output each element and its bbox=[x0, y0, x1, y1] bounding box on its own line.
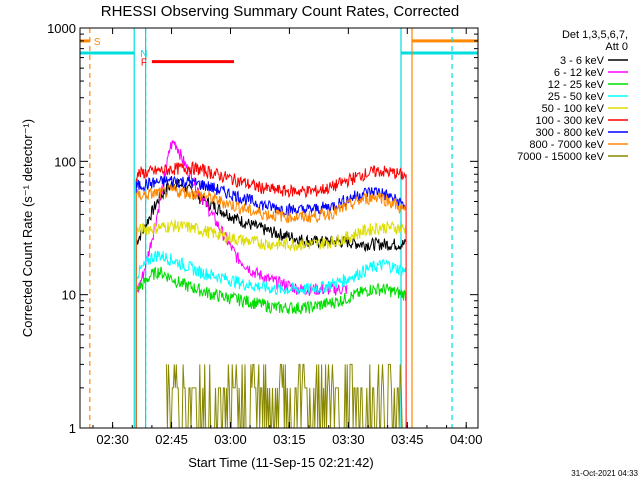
series-800-7000-kev bbox=[135, 184, 407, 428]
legend-label: 7000 - 15000 keV bbox=[517, 151, 605, 163]
series-line bbox=[135, 184, 407, 428]
legend-label: 800 - 7000 keV bbox=[529, 139, 604, 151]
series-line bbox=[135, 160, 407, 428]
x-tick-label: 03:00 bbox=[214, 432, 247, 447]
series-50-100-kev bbox=[135, 219, 407, 428]
footer-timestamp: 31-Oct-2021 04:33 bbox=[571, 469, 638, 478]
y-axis: 1 10 100 1000 bbox=[47, 21, 478, 436]
chart-title: RHESSI Observing Summary Count Rates, Co… bbox=[101, 3, 459, 20]
x-tick-label: 02:45 bbox=[155, 432, 188, 447]
series-300-800-kev bbox=[135, 175, 407, 428]
y-tick-label: 1 bbox=[69, 421, 76, 436]
series-7000-15000-kev bbox=[165, 363, 403, 429]
night-flag-label: N bbox=[140, 49, 147, 60]
y-tick-label: 100 bbox=[54, 154, 76, 169]
legend-label: 300 - 800 keV bbox=[536, 127, 605, 139]
series-line bbox=[135, 179, 407, 428]
plot-frame bbox=[79, 27, 479, 429]
series-12-25-kev bbox=[135, 266, 407, 428]
x-tick-label: 03:30 bbox=[332, 432, 365, 447]
x-tick-label: 02:30 bbox=[96, 432, 129, 447]
series-line bbox=[165, 363, 403, 429]
plot-area: S NF bbox=[80, 28, 478, 429]
series-line bbox=[135, 250, 407, 428]
y-axis-label: Corrected Count Rate (s⁻¹ detector⁻¹) bbox=[20, 119, 35, 337]
legend-label: 50 - 100 keV bbox=[542, 103, 605, 115]
series-line bbox=[135, 266, 407, 428]
legend-header: Det 1,3,5,6,7, bbox=[562, 29, 628, 41]
series-line bbox=[135, 219, 407, 428]
series-100-300-kev bbox=[135, 160, 407, 428]
saa-flag-label: S bbox=[94, 37, 101, 48]
series-3-6-kev bbox=[135, 179, 407, 428]
legend-label: 3 - 6 keV bbox=[560, 55, 605, 67]
y-tick-label: 10 bbox=[62, 288, 76, 303]
series-line bbox=[135, 175, 407, 428]
legend-label: 6 - 12 keV bbox=[554, 67, 605, 79]
y-tick-label: 1000 bbox=[47, 21, 76, 36]
x-axis: 02:30 02:45 03:00 03:15 03:30 03:45 04:00 bbox=[92, 28, 483, 447]
x-tick-label: 04:00 bbox=[450, 432, 483, 447]
legend-label: 25 - 50 keV bbox=[548, 91, 605, 103]
x-axis-label: Start Time (11-Sep-15 02:21:42) bbox=[188, 455, 373, 470]
flare-flag-label: F bbox=[141, 58, 147, 69]
legend-header: Att 0 bbox=[605, 41, 628, 53]
legend-label: 100 - 300 keV bbox=[536, 115, 605, 127]
legend-label: 12 - 25 keV bbox=[548, 79, 605, 91]
x-tick-label: 03:15 bbox=[273, 432, 306, 447]
series-25-50-kev bbox=[135, 250, 407, 428]
x-tick-label: 03:45 bbox=[391, 432, 424, 447]
